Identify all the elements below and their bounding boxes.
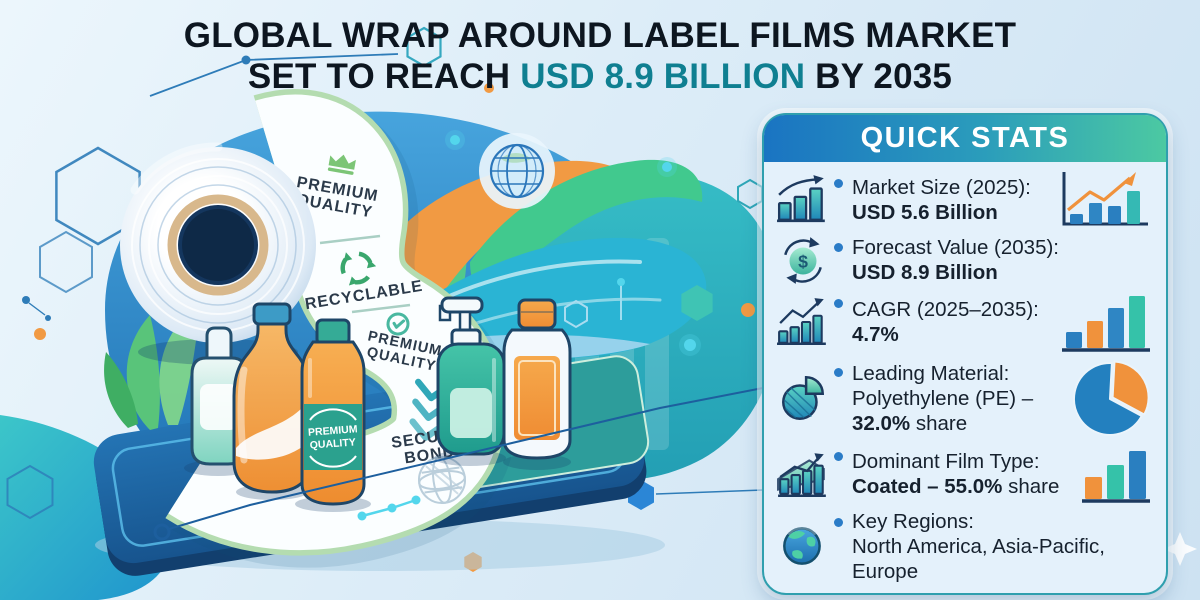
- stat-label: CAGR (2025–2035):: [852, 298, 1039, 322]
- glow-dot: [450, 135, 460, 145]
- hexagon-outline: [564, 299, 588, 329]
- ribbon-label: BOND: [403, 443, 456, 467]
- globe-sphere-icon: [479, 133, 555, 209]
- page-title: GLOBAL WRAP AROUND LABEL FILMS MARKET SE…: [0, 16, 1200, 97]
- stat-label: Dominant Film Type:: [852, 449, 1040, 473]
- title-line2: SET TO REACH USD 8.9 BILLION BY 2035: [0, 57, 1200, 98]
- network-decoration-bottom: [153, 387, 764, 541]
- quick-stats-header: QUICK STATS: [764, 115, 1166, 162]
- stat-market-size: Market Size (2025): USD 5.6 Billion: [774, 170, 1154, 230]
- line-chart-icon: [774, 296, 832, 348]
- mini-chart-market: [1056, 170, 1154, 230]
- stat-label-line2: Polyethylene (PE) –: [852, 387, 1034, 411]
- stat-value: USD 5.6 Billion: [852, 201, 998, 224]
- orange-dot: [34, 328, 46, 340]
- stat-value: USD 8.9 Billion: [852, 261, 998, 285]
- stat-forecast-value: $ Forecast Value (2035): USD 8.9 Billion: [774, 234, 1154, 286]
- mini-chart-film-type: [1080, 443, 1154, 505]
- bullet-dot: [834, 517, 843, 527]
- dollar-glyph: $: [798, 251, 808, 271]
- stat-value: Coated – 55.0%: [852, 474, 1003, 498]
- ribbon-divider: [351, 303, 411, 314]
- glow-dot: [684, 339, 696, 351]
- bullet-dot: [834, 299, 843, 309]
- stat-label: Market Size (2025):: [852, 176, 1031, 199]
- hexagon-outline: [406, 26, 442, 68]
- bottle-label-text: PREMIUM: [308, 423, 359, 438]
- seal-check-icon: [386, 312, 410, 336]
- stat-value: 4.7%: [852, 323, 899, 347]
- hexagon-outline: [6, 464, 54, 520]
- hexagon-outline: [55, 146, 141, 246]
- title-highlight: USD 8.9 BILLION: [520, 56, 806, 96]
- dollar-refresh-icon: $: [774, 234, 832, 286]
- crown-icon: [327, 154, 356, 175]
- sparkle: [1163, 532, 1197, 566]
- hexagon-outline: [737, 178, 763, 210]
- bottle-label-text: QUALITY: [309, 436, 356, 451]
- hexagon-outline: [39, 230, 93, 294]
- mini-chart-pie: [1068, 359, 1154, 439]
- stat-label: Forecast Value (2035):: [852, 236, 1060, 260]
- orange-dot: [741, 303, 755, 317]
- area-chart-icon: [774, 448, 832, 500]
- bullet-dot: [834, 451, 843, 461]
- stat-label: Leading Material:: [852, 362, 1010, 386]
- title-line2-suffix: BY 2035: [805, 56, 953, 96]
- glow-dot: [662, 162, 672, 172]
- mini-chart-cagr: [1060, 290, 1154, 354]
- hexagon-filled-teal: [681, 285, 713, 321]
- glow-dot: [617, 278, 625, 286]
- stat-value-suffix: share: [910, 412, 968, 436]
- ribbon-section-premium-1: PREMIUM QUALITY: [295, 154, 380, 221]
- stat-value-line1: North America, Asia-Pacific,: [852, 534, 1105, 558]
- recycle-icon: [340, 251, 377, 286]
- bullet-dot: [834, 179, 843, 188]
- bottle-orange-label: PREMIUM QUALITY: [295, 318, 371, 512]
- stat-dominant-film-type: Dominant Film Type: Coated – 55.0% share: [774, 443, 1154, 505]
- title-line1: GLOBAL WRAP AROUND LABEL FILMS MARKET: [183, 16, 1017, 55]
- title-line2-prefix: SET TO REACH: [247, 56, 521, 96]
- ribbon-globe-stamp: [418, 456, 466, 504]
- wave-green: [470, 159, 703, 297]
- ribbon-divider: [319, 234, 381, 245]
- stat-cagr: CAGR (2025–2035): 4.7%: [774, 290, 1154, 354]
- pie-chart-icon: [774, 373, 832, 425]
- stat-leading-material: Leading Material: Polyethylene (PE) – 32…: [774, 359, 1154, 439]
- quick-stats-list: Market Size (2025): USD 5.6 Billion: [764, 162, 1166, 590]
- bullet-dot: [834, 243, 843, 253]
- stat-value: 32.0%: [852, 412, 911, 436]
- quick-stats-panel: QUICK STATS: [762, 113, 1168, 595]
- globe-icon: [774, 520, 832, 572]
- bar-chart-growth-icon: [774, 174, 832, 226]
- orange-dot: [484, 83, 494, 93]
- stat-value-suffix: share: [1002, 474, 1060, 498]
- stat-label: Key Regions:: [852, 509, 974, 533]
- leaf-decoration: [104, 305, 200, 430]
- stat-key-regions: Key Regions: North America, Asia-Pacific…: [774, 509, 1154, 584]
- stat-value-line2: Europe: [852, 559, 919, 583]
- bottle-white-orange-cap: [502, 298, 572, 470]
- label-film-roll: [120, 142, 316, 343]
- bullet-dot: [834, 367, 843, 377]
- bottle-juice-orange: [232, 302, 312, 500]
